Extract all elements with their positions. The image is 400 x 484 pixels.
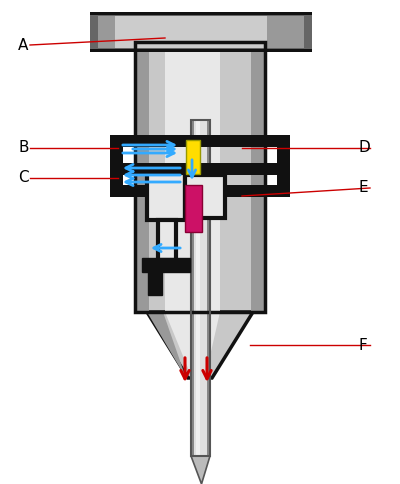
- Bar: [194, 120, 207, 456]
- Bar: [115, 16, 267, 48]
- Bar: [148, 272, 162, 295]
- Bar: [147, 173, 185, 220]
- Bar: [90, 12, 312, 15]
- Bar: [90, 49, 312, 52]
- Polygon shape: [147, 312, 253, 378]
- Bar: [135, 42, 265, 312]
- Bar: [165, 42, 220, 312]
- Bar: [90, 12, 312, 52]
- Bar: [185, 175, 225, 218]
- Bar: [110, 135, 290, 147]
- Bar: [142, 258, 190, 272]
- Text: A: A: [18, 37, 28, 52]
- Bar: [191, 120, 210, 456]
- Bar: [135, 42, 149, 312]
- Bar: [158, 220, 176, 260]
- Bar: [185, 185, 202, 232]
- Bar: [110, 135, 123, 197]
- Text: E: E: [358, 181, 368, 196]
- Text: F: F: [358, 337, 367, 352]
- Bar: [98, 16, 304, 48]
- Bar: [277, 135, 290, 197]
- Bar: [191, 120, 210, 456]
- Polygon shape: [165, 312, 220, 378]
- Text: C: C: [18, 170, 29, 185]
- Polygon shape: [191, 456, 210, 484]
- Bar: [251, 42, 265, 312]
- Bar: [186, 140, 200, 174]
- Text: D: D: [358, 140, 370, 155]
- Polygon shape: [147, 312, 186, 378]
- Bar: [135, 42, 265, 312]
- Bar: [196, 120, 200, 456]
- Bar: [110, 163, 290, 175]
- Text: B: B: [18, 140, 28, 155]
- Bar: [110, 185, 290, 197]
